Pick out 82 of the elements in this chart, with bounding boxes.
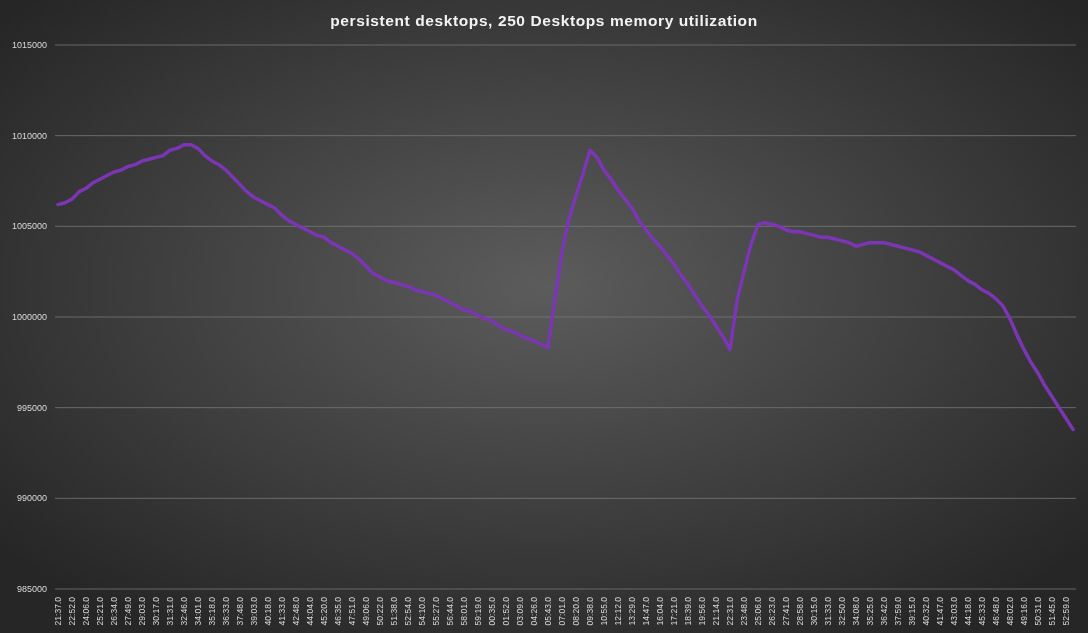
x-tick-label: 32:46.0 — [178, 596, 189, 626]
x-tick-label: 07:01.0 — [556, 596, 567, 626]
x-tick-label: 24:06.0 — [80, 596, 91, 626]
x-tick-label: 56:44.0 — [444, 596, 455, 626]
x-tick-label: 49:06.0 — [360, 596, 371, 626]
y-tick-label: 1010000 — [11, 130, 47, 141]
x-tick-label: 44:04.0 — [304, 596, 315, 626]
x-tick-label: 18:39.0 — [682, 596, 693, 626]
x-tick-label: 49:16.0 — [1018, 596, 1029, 626]
x-tick-label: 00:35.0 — [486, 596, 497, 626]
x-tick-label: 54:10.0 — [416, 596, 427, 626]
x-tick-label: 46:48.0 — [990, 596, 1001, 626]
x-tick-label: 35:25.0 — [864, 596, 875, 626]
x-tick-label: 05:43.0 — [542, 596, 553, 626]
x-tick-label: 29:03.0 — [136, 596, 147, 626]
x-tick-label: 32:50.0 — [836, 596, 847, 626]
x-tick-label: 45:33.0 — [976, 596, 987, 626]
x-tick-label: 50:31.0 — [1032, 596, 1043, 626]
x-tick-label: 17:21.0 — [668, 596, 679, 626]
x-tick-label: 21:14.0 — [710, 596, 721, 626]
x-tick-label: 10:55.0 — [598, 596, 609, 626]
x-tick-label: 09:38.0 — [584, 596, 595, 626]
x-tick-label: 45:20.0 — [318, 596, 329, 626]
x-tick-label: 12:12.0 — [612, 596, 623, 626]
x-tick-label: 46:35.0 — [332, 596, 343, 626]
x-tick-label: 40:32.0 — [920, 596, 931, 626]
x-tick-label: 01:52.0 — [500, 596, 511, 626]
x-tick-label: 39:15.0 — [906, 596, 917, 626]
chart-title: persistent desktops, 250 Desktops memory utilization — [330, 12, 758, 29]
x-tick-label: 16:04.0 — [654, 596, 665, 626]
x-tick-label: 42:48.0 — [290, 596, 301, 626]
x-tick-label: 04:26.0 — [528, 596, 539, 626]
x-tick-label: 40:18.0 — [262, 596, 273, 626]
y-tick-label: 990000 — [16, 493, 47, 504]
x-tick-label: 47:51.0 — [346, 596, 357, 626]
x-tick-label: 39:03.0 — [248, 596, 259, 626]
x-tick-label: 55:27.0 — [430, 596, 441, 626]
x-tick-label: 31:31.0 — [164, 596, 175, 626]
x-tick-label: 30:15.0 — [808, 596, 819, 626]
x-tick-label: 25:21.0 — [94, 596, 105, 626]
x-tick-label: 27:49.0 — [122, 596, 133, 626]
x-tick-label: 58:01.0 — [458, 596, 469, 626]
x-tick-label: 31:33.0 — [822, 596, 833, 626]
x-tick-label: 36:33.0 — [220, 596, 231, 626]
y-tick-label: 1015000 — [11, 40, 47, 51]
x-tick-label: 26:34.0 — [108, 596, 119, 626]
x-tick-label: 52:59.0 — [1060, 596, 1071, 626]
x-tick-label: 44:18.0 — [962, 596, 973, 626]
x-tick-label: 28:58.0 — [794, 596, 805, 626]
x-tick-label: 51:45.0 — [1046, 596, 1057, 626]
x-tick-label: 22:52.0 — [66, 596, 77, 626]
x-tick-label: 37:48.0 — [234, 596, 245, 626]
y-tick-label: 995000 — [16, 402, 47, 413]
x-tick-label: 36:42.0 — [878, 596, 889, 626]
x-tick-label: 26:23.0 — [766, 596, 777, 626]
y-tick-label: 1000000 — [11, 312, 47, 323]
x-tick-label: 35:18.0 — [206, 596, 217, 626]
x-tick-label: 25:06.0 — [752, 596, 763, 626]
x-tick-label: 08:20.0 — [570, 596, 581, 626]
x-tick-label: 48:02.0 — [1004, 596, 1015, 626]
x-tick-label: 14:47.0 — [640, 596, 651, 626]
x-tick-label: 41:33.0 — [276, 596, 287, 626]
x-tick-label: 22:31.0 — [724, 596, 735, 626]
x-tick-label: 50:22.0 — [374, 596, 385, 626]
x-tick-label: 23:48.0 — [738, 596, 749, 626]
x-tick-label: 19:56.0 — [696, 596, 707, 626]
x-tick-label: 21:37.0 — [52, 596, 63, 626]
x-tick-label: 34:01.0 — [192, 596, 203, 626]
x-tick-label: 51:38.0 — [388, 596, 399, 626]
x-tick-label: 03:09.0 — [514, 596, 525, 626]
line-series — [56, 142, 1075, 432]
x-tick-label: 43:03.0 — [948, 596, 959, 626]
x-tick-label: 34:08.0 — [850, 596, 861, 626]
x-tick-label: 13:29.0 — [626, 596, 637, 626]
x-tick-label: 30:17.0 — [150, 596, 161, 626]
x-tick-label: 52:54.0 — [402, 596, 413, 626]
y-tick-label: 985000 — [16, 584, 47, 595]
x-tick-label: 59:19.0 — [472, 596, 483, 626]
y-tick-label: 1005000 — [11, 221, 47, 232]
x-tick-label: 37:59.0 — [892, 596, 903, 626]
x-tick-label: 27:41.0 — [780, 596, 791, 626]
x-tick-label: 41:47.0 — [934, 596, 945, 626]
